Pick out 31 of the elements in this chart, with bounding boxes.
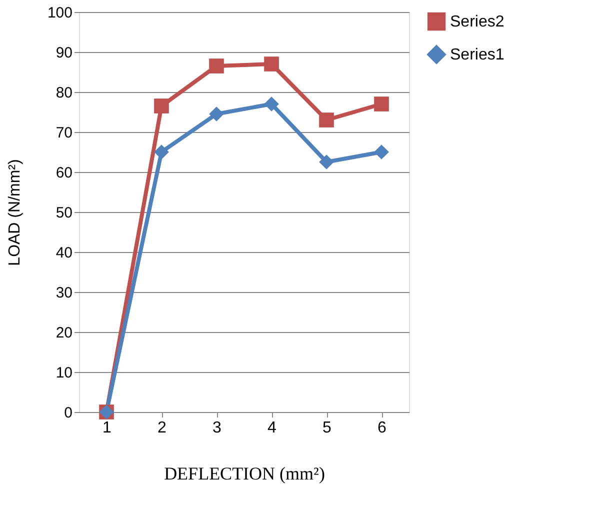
x-tick-label: 2	[158, 420, 167, 436]
x-tick-label: 1	[102, 420, 112, 436]
y-axis-title: LOAD (N/mm²)	[6, 159, 24, 266]
legend-label: Series2	[450, 14, 504, 30]
point	[319, 112, 334, 128]
y-tick-label: 0	[64, 404, 72, 422]
x-tick-label: 3	[212, 420, 222, 436]
y-tick-label: 100	[47, 4, 72, 22]
point	[209, 58, 224, 74]
point	[319, 154, 334, 170]
y-tick-label: 90	[56, 44, 72, 62]
point	[209, 106, 224, 122]
y-tick-label: 10	[56, 364, 72, 382]
point	[264, 56, 279, 72]
y-tick-label: 80	[56, 84, 72, 102]
y-tick-label: 40	[56, 244, 72, 262]
legend-label: Series1	[450, 46, 504, 64]
y-tick-label: 60	[56, 164, 72, 182]
point	[154, 98, 169, 114]
x-tick-label: 6	[378, 420, 387, 436]
point	[154, 144, 169, 160]
point	[374, 144, 389, 160]
point	[264, 96, 279, 112]
x-tick-label: 4	[268, 420, 277, 436]
x-tick-label: 5	[322, 420, 332, 436]
y-tick-label: 20	[56, 324, 72, 342]
y-tick-label: 30	[56, 284, 72, 302]
x-axis-title: DEFLECTION (mm²)	[164, 464, 325, 484]
y-tick-label: 50	[56, 204, 72, 222]
y-tick-label: 70	[56, 124, 72, 142]
point	[374, 96, 389, 112]
